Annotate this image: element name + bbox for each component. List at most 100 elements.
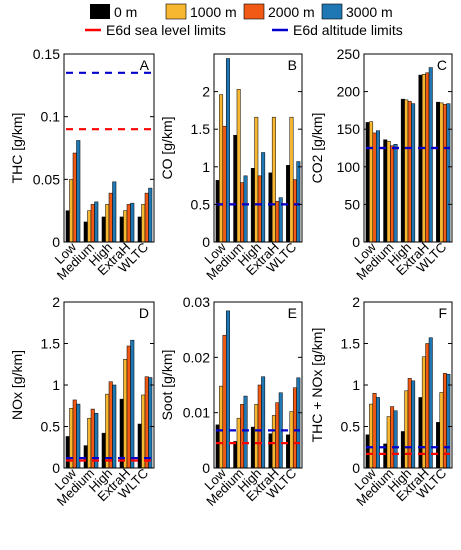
y-tick-label: 100: [337, 159, 361, 175]
bar: [365, 434, 370, 469]
legend: 0 m 1000 m 2000 m 3000 m E6d sea level l…: [85, 3, 403, 38]
legend-label-altitude: E6d altitude limits: [293, 22, 403, 38]
bar: [390, 406, 395, 469]
panel-c: LowMediumHighExtraHWLTC050100150200250CC…: [309, 46, 453, 283]
y-tick-label: 0: [202, 460, 210, 476]
legend-label-1000m: 1000 m: [190, 4, 237, 20]
bar: [421, 74, 426, 243]
bar: [268, 172, 273, 243]
bar: [148, 377, 153, 469]
bar: [90, 204, 95, 243]
bar: [233, 134, 238, 243]
bar: [418, 74, 423, 243]
bar: [386, 416, 391, 469]
panel-label: E: [288, 305, 297, 321]
bar: [108, 192, 113, 243]
panel-a: LowMediumHighExtraHWLTC00.050.10.15ATHC …: [9, 46, 155, 283]
bar: [123, 210, 128, 243]
bar: [72, 152, 77, 243]
y-tick-label: 0.15: [33, 46, 60, 62]
axes-frame: [213, 53, 303, 243]
y-tick-label: 2: [52, 294, 60, 310]
bar: [296, 377, 301, 469]
y-axis-label: CO [g/km]: [159, 116, 175, 179]
bar: [240, 182, 245, 243]
bar: [271, 116, 276, 243]
bar: [254, 404, 259, 469]
bar: [393, 410, 398, 469]
y-tick-label: 0: [52, 460, 60, 476]
bar: [383, 139, 388, 243]
bar: [275, 201, 280, 243]
bar: [65, 210, 70, 243]
bar: [148, 187, 153, 243]
bar: [137, 216, 142, 243]
panel-e: LowMediumHighExtraHWLTC00.010.020.03ESoo…: [159, 294, 303, 509]
bar: [90, 408, 95, 469]
bar: [369, 403, 374, 469]
bar: [137, 423, 142, 469]
bar: [94, 201, 99, 243]
bar: [105, 204, 110, 243]
bar: [261, 376, 266, 469]
bar: [404, 99, 409, 243]
bar: [442, 104, 447, 243]
bar: [112, 384, 117, 469]
axes-frame: [363, 53, 453, 243]
bar: [105, 393, 110, 469]
y-tick-label: 2: [352, 294, 360, 310]
bar: [233, 441, 238, 469]
bar: [130, 339, 135, 469]
y-axis-label: NOx [g/km]: [9, 350, 25, 420]
axes-frame: [63, 53, 155, 243]
bar: [243, 395, 248, 469]
bar: [425, 343, 430, 469]
y-tick-label: 0: [202, 234, 210, 250]
bar: [222, 125, 227, 243]
bar: [436, 422, 441, 469]
bar: [425, 72, 430, 243]
y-tick-label: 0.02: [183, 349, 210, 365]
bar: [236, 89, 241, 243]
axes-frame: [213, 301, 303, 469]
y-tick-label: 1.5: [191, 121, 211, 137]
legend-label-sea-level: E6d sea level limits: [106, 22, 226, 38]
bar: [76, 140, 81, 243]
y-tick-label: 0.01: [183, 405, 210, 421]
panel-label: B: [288, 57, 297, 73]
y-tick-label: 0.5: [341, 419, 361, 435]
bar: [240, 404, 245, 469]
bar: [126, 204, 131, 243]
y-tick-label: 1.5: [341, 336, 361, 352]
panel-label: C: [437, 57, 447, 73]
legend-row-limits: E6d sea level limits E6d altitude limits: [85, 22, 403, 38]
y-axis-label: Soot [g/km]: [159, 350, 175, 421]
bar: [400, 98, 405, 243]
bar: [365, 122, 370, 243]
y-tick-label: 150: [337, 121, 361, 137]
bar: [101, 432, 106, 469]
y-tick-label: 0: [352, 460, 360, 476]
bar: [87, 210, 92, 243]
bar: [225, 58, 230, 243]
bar: [289, 411, 294, 469]
bar: [222, 334, 227, 469]
y-tick-label: 50: [344, 196, 360, 212]
y-tick-label: 1: [202, 159, 210, 175]
bar: [292, 387, 297, 469]
y-tick-label: 0.5: [41, 419, 61, 435]
bar: [257, 384, 262, 469]
bar: [101, 216, 106, 243]
bar: [393, 143, 398, 243]
y-tick-label: 1.5: [41, 336, 61, 352]
y-tick-label: 0.03: [183, 294, 210, 310]
bar: [386, 140, 391, 243]
bar: [144, 192, 149, 243]
legend-swatch-3000m: [321, 3, 343, 20]
bar: [250, 168, 255, 243]
panel-label: A: [140, 57, 150, 73]
bar: [289, 116, 294, 243]
legend-label-3000m: 3000 m: [346, 4, 393, 20]
